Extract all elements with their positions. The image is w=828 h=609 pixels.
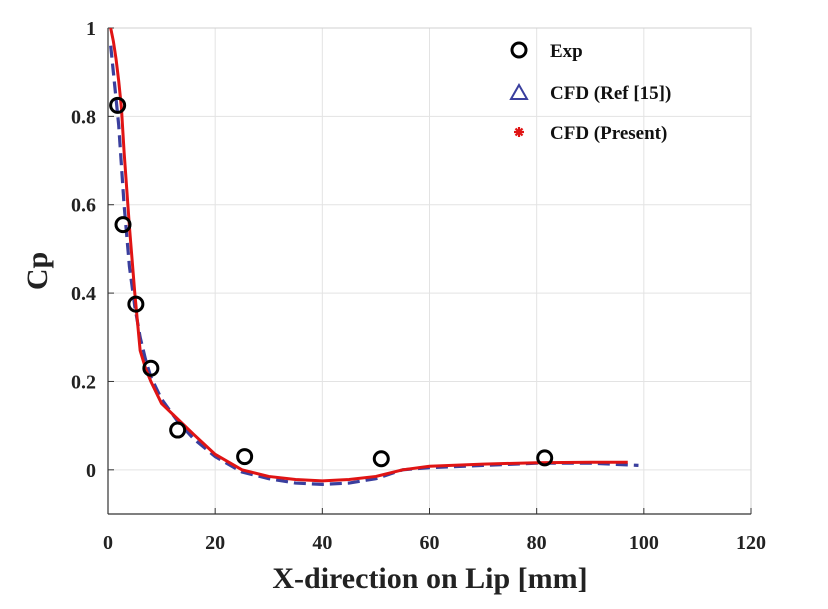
x-tick-label: 0	[103, 532, 113, 554]
y-tick-label: 0.6	[71, 195, 96, 217]
exp-point	[109, 96, 127, 114]
legend-present-marker	[514, 127, 524, 137]
series-cfd-ref-line	[109, 45, 639, 487]
x-tick-label: 60	[420, 532, 440, 554]
exp-point	[372, 450, 390, 468]
series-cfd-present-line	[109, 27, 628, 483]
legend-exp-label: Exp	[550, 41, 583, 62]
y-tick-label: 0.4	[71, 283, 96, 305]
x-tick-label: 100	[629, 532, 659, 554]
exp-point	[127, 295, 145, 313]
x-tick-label: 20	[205, 532, 225, 554]
legend-present-label: CFD (Present)	[550, 123, 667, 144]
exp-point	[142, 359, 160, 377]
exp-point	[536, 449, 554, 467]
y-tick-label: 0.2	[71, 371, 96, 393]
legend-exp-marker	[510, 41, 528, 59]
axes	[107, 27, 752, 515]
y-axis-title: Cp	[21, 252, 54, 290]
tick-labels: 0 20 40 60 80 100 120 0 0.2 0.4 0.6 0.8 1	[71, 18, 766, 554]
exp-point	[114, 216, 132, 234]
series-layer	[109, 27, 639, 487]
y-tick-label: 0.8	[71, 106, 96, 128]
y-tick-label: 1	[86, 18, 96, 40]
y-tick-label: 0	[86, 460, 96, 482]
x-axis-title: X-direction on Lip [mm]	[272, 562, 587, 595]
x-tick-label: 80	[527, 532, 547, 554]
exp-point	[236, 448, 254, 466]
legend: Exp CFD (Ref [15]) CFD (Present)	[509, 41, 671, 144]
legend-ref-marker	[509, 82, 529, 100]
x-tick-label: 40	[312, 532, 332, 554]
exp-point	[169, 421, 187, 439]
legend-ref-label: CFD (Ref [15])	[550, 83, 671, 104]
x-tick-label: 120	[736, 532, 766, 554]
